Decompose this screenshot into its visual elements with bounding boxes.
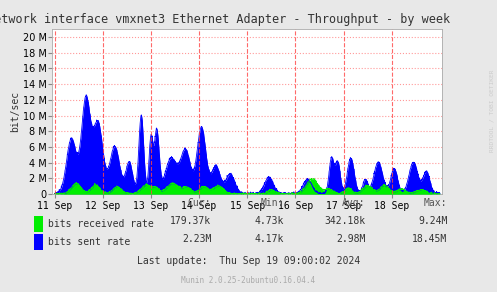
Text: Max:: Max: <box>424 198 447 208</box>
Text: Network interface vmxnet3 Ethernet Adapter - Throughput - by week: Network interface vmxnet3 Ethernet Adapt… <box>0 13 450 26</box>
Text: bits received rate: bits received rate <box>48 219 154 229</box>
Text: Munin 2.0.25-2ubuntu0.16.04.4: Munin 2.0.25-2ubuntu0.16.04.4 <box>181 276 316 285</box>
Y-axis label: bit/sec: bit/sec <box>10 91 20 132</box>
Text: 4.73k: 4.73k <box>255 216 284 226</box>
Text: 2.23M: 2.23M <box>182 234 211 244</box>
Text: Avg:: Avg: <box>342 198 365 208</box>
Text: bits sent rate: bits sent rate <box>48 237 130 247</box>
Text: 2.98M: 2.98M <box>336 234 365 244</box>
Text: 342.18k: 342.18k <box>324 216 365 226</box>
Text: RRDTOOL / TOBI OETIKER: RRDTOOL / TOBI OETIKER <box>490 70 495 152</box>
Text: Last update:  Thu Sep 19 09:00:02 2024: Last update: Thu Sep 19 09:00:02 2024 <box>137 256 360 266</box>
Text: 179.37k: 179.37k <box>170 216 211 226</box>
Text: Min:: Min: <box>261 198 284 208</box>
Text: 9.24M: 9.24M <box>418 216 447 226</box>
Text: Cur:: Cur: <box>188 198 211 208</box>
Text: 18.45M: 18.45M <box>412 234 447 244</box>
Text: 4.17k: 4.17k <box>255 234 284 244</box>
